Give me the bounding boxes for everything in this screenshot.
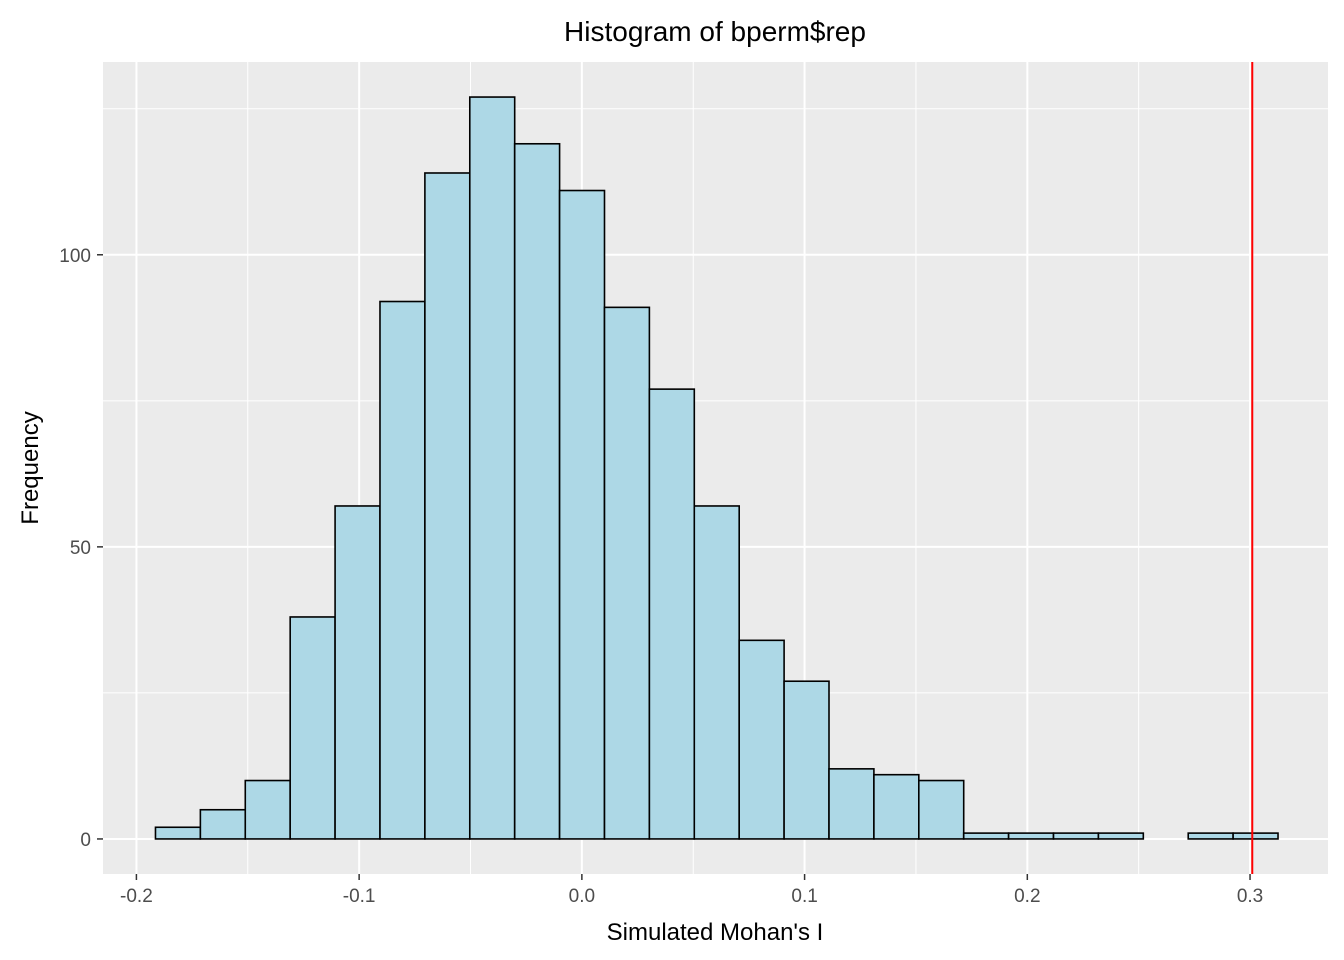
x-tick-label: 0.1 (791, 886, 817, 907)
histogram-bar (199, 808, 247, 840)
histogram-bar (558, 189, 606, 840)
x-axis-ticks: -0.2 -0.1 0.0 0.1 0.2 0.3 (120, 874, 1263, 907)
histogram-bar (244, 779, 291, 840)
histogram-bar (738, 639, 785, 840)
x-axis-title: Simulated Mohan's I (607, 919, 824, 946)
x-tick-label: -0.1 (343, 886, 376, 907)
histogram-bar (648, 388, 696, 840)
histogram-bar (918, 779, 965, 840)
histogram-bar (783, 680, 830, 840)
histogram-bar (424, 172, 471, 840)
y-axis-title: Frequency (17, 411, 44, 524)
x-tick-label: 0.0 (569, 886, 595, 907)
histogram-bar (154, 826, 202, 840)
y-tick-label: 50 (70, 538, 91, 559)
histogram-bar (468, 96, 516, 840)
histogram-bars (154, 96, 1279, 840)
histogram-bar (289, 616, 336, 840)
y-axis-ticks: 0 50 100 (59, 246, 103, 851)
x-tick-label: 0.3 (1237, 886, 1263, 907)
histogram-bar (1232, 832, 1279, 840)
histogram-bar (693, 505, 740, 840)
histogram-bar (513, 142, 561, 840)
x-tick-label: -0.2 (120, 886, 153, 907)
histogram-bar (1097, 832, 1145, 840)
histogram-bar (1187, 832, 1234, 840)
chart-title: Histogram of bperm$rep (564, 16, 866, 47)
histogram-bar (873, 773, 920, 840)
x-tick-label: 0.2 (1014, 886, 1040, 907)
histogram-bar (828, 768, 875, 840)
y-tick-label: 100 (59, 246, 91, 267)
y-tick-label: 0 (80, 830, 91, 851)
histogram-bar (962, 832, 1010, 840)
histogram-bar (379, 300, 426, 840)
histogram-bar (334, 505, 381, 840)
histogram-bar (1007, 832, 1055, 840)
histogram-bar (1052, 832, 1100, 840)
histogram-bar (603, 306, 651, 840)
